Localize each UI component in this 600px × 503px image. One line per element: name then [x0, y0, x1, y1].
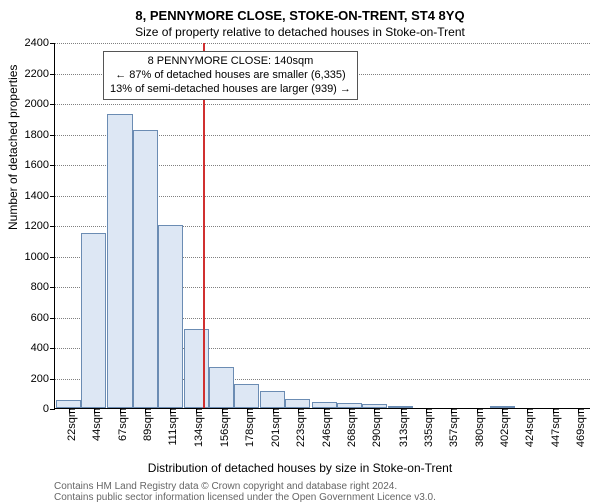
- annot-line-2: ← 87% of detached houses are smaller (6,…: [110, 69, 351, 83]
- xtick-label: 469sqm: [569, 408, 587, 447]
- histogram-bar: [56, 400, 81, 408]
- histogram-bar: [81, 233, 106, 408]
- ytick-label: 600: [31, 312, 55, 324]
- ytick-label: 200: [31, 373, 55, 385]
- xtick-label: 44sqm: [85, 408, 103, 441]
- histogram-bar: [260, 391, 285, 408]
- xtick-label: 290sqm: [365, 408, 383, 447]
- xtick-label: 67sqm: [111, 408, 129, 441]
- plot-region: 0200400600800100012001400160018002000220…: [54, 43, 590, 409]
- annot-line-3: 13% of semi-detached houses are larger (…: [110, 83, 351, 97]
- marker-annotation: 8 PENNYMORE CLOSE: 140sqm ← 87% of detac…: [103, 51, 358, 100]
- xtick-label: 335sqm: [417, 408, 435, 447]
- ytick-label: 0: [43, 403, 55, 415]
- ytick-label: 1400: [25, 190, 55, 202]
- xtick-label: 380sqm: [468, 408, 486, 447]
- histogram-bar: [234, 384, 259, 408]
- xtick-label: 22sqm: [60, 408, 78, 441]
- ytick-label: 400: [31, 342, 55, 354]
- ytick-label: 1000: [25, 251, 55, 263]
- footer-attribution-1: Contains HM Land Registry data © Crown c…: [0, 481, 600, 492]
- xtick-label: 223sqm: [289, 408, 307, 447]
- xtick-label: 424sqm: [518, 408, 536, 447]
- histogram-bar: [285, 399, 310, 408]
- xtick-label: 313sqm: [392, 408, 410, 447]
- ytick-label: 1600: [25, 159, 55, 171]
- xtick-label: 134sqm: [187, 408, 205, 447]
- ytick-label: 2000: [25, 98, 55, 110]
- xtick-label: 89sqm: [136, 408, 154, 441]
- xtick-label: 201sqm: [264, 408, 282, 447]
- ytick-label: 2200: [25, 68, 55, 80]
- chart-title-sub: Size of property relative to detached ho…: [0, 23, 600, 43]
- chart-area: 0200400600800100012001400160018002000220…: [54, 43, 590, 409]
- xtick-label: 156sqm: [213, 408, 231, 447]
- gridline-h: [55, 43, 590, 44]
- ytick-label: 1200: [25, 220, 55, 232]
- xtick-label: 447sqm: [544, 408, 562, 447]
- xtick-label: 402sqm: [493, 408, 511, 447]
- xtick-label: 178sqm: [238, 408, 256, 447]
- histogram-bar: [158, 225, 183, 408]
- xtick-label: 268sqm: [340, 408, 358, 447]
- histogram-bar: [209, 367, 234, 408]
- y-axis-label: Number of detached properties: [6, 65, 20, 230]
- ytick-label: 2400: [25, 37, 55, 49]
- xtick-label: 246sqm: [315, 408, 333, 447]
- gridline-h: [55, 104, 590, 105]
- chart-title-main: 8, PENNYMORE CLOSE, STOKE-ON-TRENT, ST4 …: [0, 0, 600, 23]
- xtick-label: 111sqm: [161, 408, 179, 446]
- x-axis-label: Distribution of detached houses by size …: [0, 461, 600, 475]
- annot-line-1: 8 PENNYMORE CLOSE: 140sqm: [110, 55, 351, 69]
- ytick-label: 1800: [25, 129, 55, 141]
- ytick-label: 800: [31, 281, 55, 293]
- xtick-label: 357sqm: [442, 408, 460, 447]
- histogram-bar: [107, 114, 132, 408]
- footer-attribution-2: Contains public sector information licen…: [0, 492, 600, 503]
- histogram-bar: [133, 130, 158, 408]
